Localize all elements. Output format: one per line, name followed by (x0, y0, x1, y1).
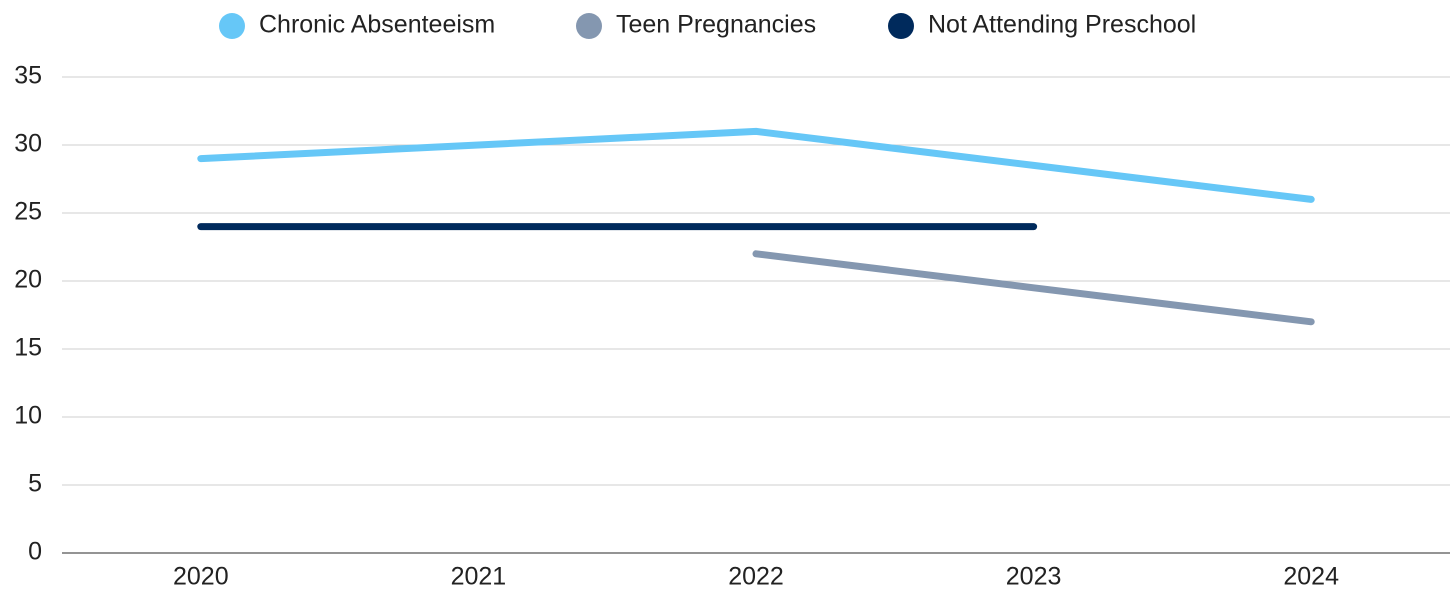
y-tick-label: 5 (28, 470, 42, 498)
legend-label: Teen Pregnancies (616, 11, 816, 39)
y-tick-label: 15 (14, 334, 42, 362)
y-tick-label: 30 (14, 130, 42, 158)
y-tick-label: 20 (14, 266, 42, 294)
x-tick-label: 2020 (173, 563, 229, 591)
legend-marker (888, 13, 914, 39)
legend-label: Chronic Absenteeism (259, 11, 495, 39)
y-tick-label: 10 (14, 402, 42, 430)
series-line (197, 127, 1315, 203)
x-tick-label: 2024 (1283, 563, 1339, 591)
y-tick-label: 0 (28, 538, 42, 566)
legend-marker (219, 13, 245, 39)
x-tick-label: 2021 (451, 563, 507, 591)
legend-label: Not Attending Preschool (928, 11, 1196, 39)
y-tick-label: 25 (14, 198, 42, 226)
y-tick-label: 35 (14, 62, 42, 90)
series-line (752, 250, 1315, 326)
legend-marker (576, 13, 602, 39)
x-tick-label: 2023 (1006, 563, 1062, 591)
x-tick-label: 2022 (728, 563, 784, 591)
